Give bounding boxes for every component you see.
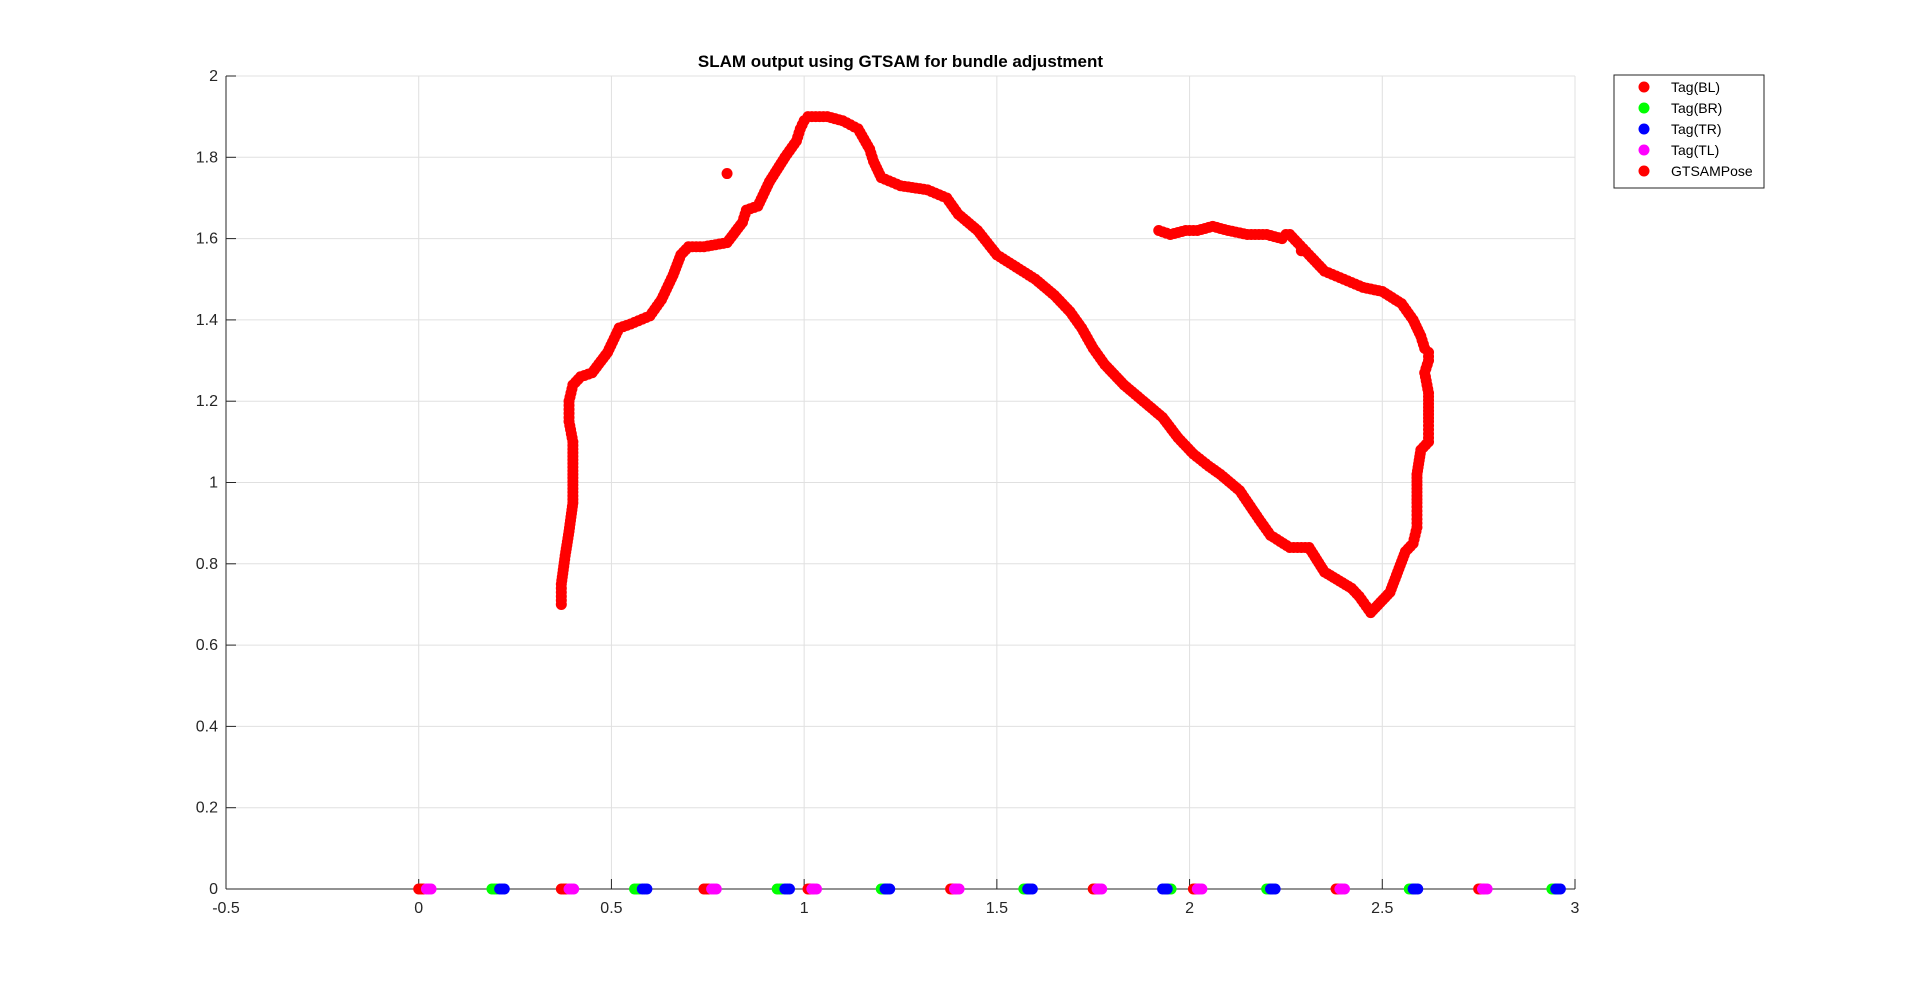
point-2-8-c1 <box>1554 883 1566 895</box>
y-tick-label-6: 1.2 <box>196 393 218 410</box>
point-3-4-c1 <box>953 883 965 895</box>
y-tick-label-10: 2 <box>209 68 218 85</box>
x-tick-label-1: 0 <box>414 900 423 917</box>
x-tick-label-2: 0.5 <box>600 900 622 917</box>
point-3-7-c1 <box>1339 883 1351 895</box>
chart-title: SLAM output using GTSAM for bundle adjus… <box>698 52 1103 71</box>
y-tick-label-0: 0 <box>209 881 218 898</box>
y-tick-label-5: 1 <box>209 475 218 492</box>
x-tick-label-3: 1 <box>800 900 809 917</box>
legend-marker-2 <box>1638 123 1650 135</box>
point-3-8-c1 <box>1481 883 1493 895</box>
point-2-7-c1 <box>1412 883 1424 895</box>
x-tick-label-5: 2 <box>1185 900 1194 917</box>
point-2-3-c1 <box>884 883 896 895</box>
data-points <box>413 111 1566 895</box>
point-3-2-c1 <box>710 883 722 895</box>
legend-marker-3 <box>1638 144 1650 156</box>
y-tick-label-3: 0.6 <box>196 637 218 654</box>
legend-marker-4 <box>1638 165 1650 177</box>
x-tick-label-0: -0.5 <box>212 900 240 917</box>
x-tick-label-7: 3 <box>1571 900 1580 917</box>
y-tick-label-9: 1.8 <box>196 149 218 166</box>
point-3-5-c1 <box>1096 883 1108 895</box>
point-2-0-c1 <box>498 883 510 895</box>
point-2-2-c1 <box>783 883 795 895</box>
point-4-101 <box>1153 224 1165 236</box>
legend-label-4: GTSAMPose <box>1671 163 1753 179</box>
point-2-1-c1 <box>641 883 653 895</box>
legend: Tag(BL) Tag(BR) Tag(TR) Tag(TL) GTSAMPose <box>1613 74 1765 189</box>
legend-label-2: Tag(TR) <box>1671 121 1722 137</box>
point-2-6-c1 <box>1269 883 1281 895</box>
point-2-5-c1 <box>1161 883 1173 895</box>
point-3-1-c1 <box>568 883 580 895</box>
x-tick-label-6: 2.5 <box>1371 900 1393 917</box>
point-3-6-c1 <box>1196 883 1208 895</box>
point-3-0-c1 <box>425 883 437 895</box>
y-tick-label-1: 0.2 <box>196 800 218 817</box>
x-tick-label-4: 1.5 <box>986 900 1008 917</box>
tick-labels: -0.5 0 0.5 1 1.5 2 2.5 3 0 0.2 0.4 0.6 0.8 1 1.2 1.4 1.6… <box>196 68 1580 917</box>
y-tick-label-4: 0.8 <box>196 556 218 573</box>
y-tick-label-2: 0.4 <box>196 718 218 735</box>
legend-label-3: Tag(TL) <box>1671 142 1719 158</box>
legend-marker-0 <box>1638 81 1650 93</box>
series-tag-tl- <box>420 883 1493 895</box>
legend-label-1: Tag(BR) <box>1671 100 1722 116</box>
point-4-102 <box>721 168 733 180</box>
legend-label-0: Tag(BL) <box>1671 79 1720 95</box>
y-tick-label-7: 1.4 <box>196 312 218 329</box>
y-tick-label-8: 1.6 <box>196 231 218 248</box>
series-gtsampose <box>555 111 1435 619</box>
point-4-103 <box>1295 245 1307 257</box>
point-3-3-c1 <box>810 883 822 895</box>
point-2-4-c1 <box>1026 883 1038 895</box>
legend-marker-1 <box>1638 102 1650 114</box>
series-tag-tr- <box>494 883 1566 895</box>
axes <box>225 75 1576 890</box>
